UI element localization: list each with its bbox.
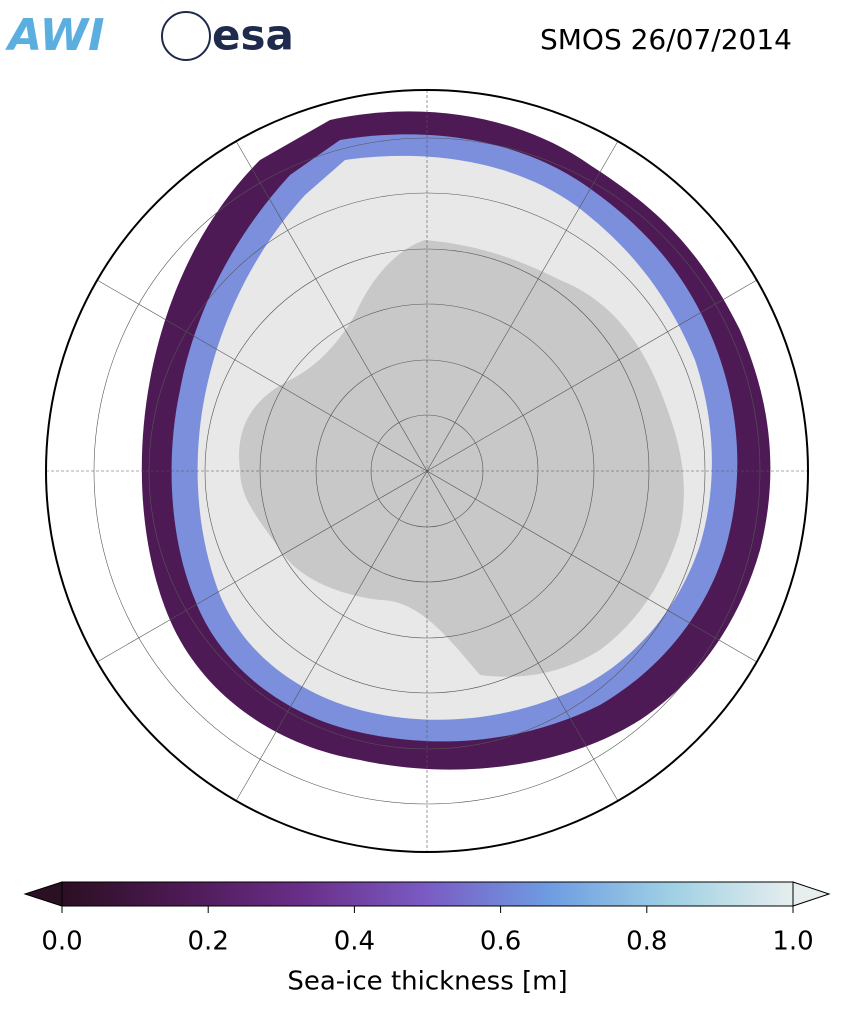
colorbar-tick-label: 0.2 (188, 927, 229, 957)
map (46, 90, 808, 852)
antarctica (239, 240, 684, 677)
map-boundary (45, 89, 809, 853)
colorbar-tick-label: 0.4 (334, 927, 375, 957)
colorbar-tick-label: 0.0 (41, 927, 82, 957)
colorbar-label: Sea-ice thickness [m] (287, 967, 567, 997)
title: SMOS 26/07/2014 (540, 23, 792, 56)
colorbar-extend-max (792, 881, 831, 907)
esa-logo-mark (161, 11, 211, 61)
colorbar-tick-label: 0.6 (480, 927, 521, 957)
esa-logo: esa (212, 11, 294, 60)
graticule (46, 90, 808, 852)
colorbar-scale (61, 881, 794, 907)
colorbar: 0.0 0.2 0.4 0.6 0.8 1.0 Sea-ice thickness [m] (23, 881, 831, 997)
colorbar-extend-min (23, 881, 63, 907)
awi-logo: AWI (5, 10, 105, 61)
colorbar-tick-label: 1.0 (772, 927, 813, 957)
colorbar-tick-label: 0.8 (626, 927, 667, 957)
